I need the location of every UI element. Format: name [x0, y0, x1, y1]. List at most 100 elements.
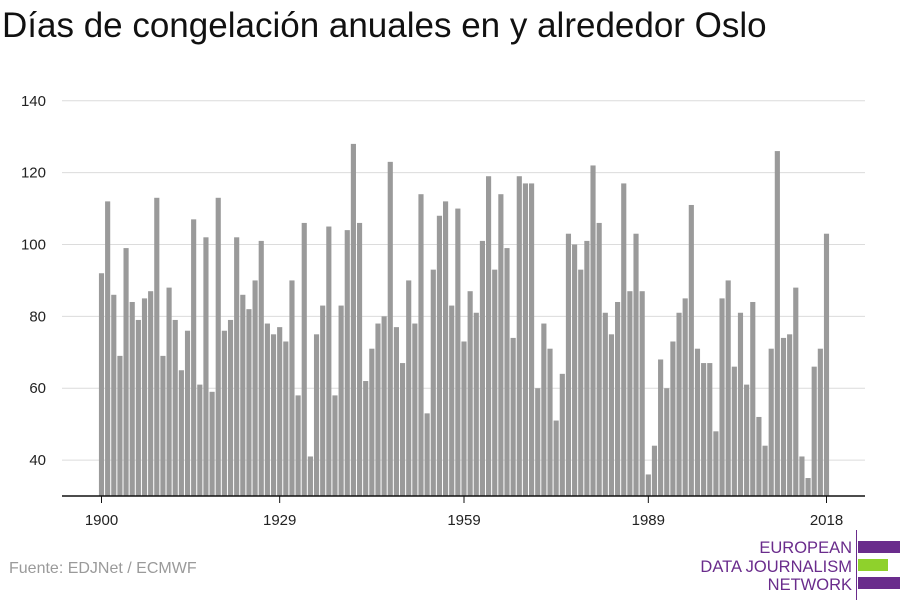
bar-1974 [553, 420, 559, 496]
y-tick-label-100: 100 [21, 236, 46, 253]
bar-1950 [406, 280, 412, 496]
bar-1986 [627, 291, 633, 496]
x-tick-label-1959: 1959 [447, 512, 480, 529]
bar-1994 [676, 312, 682, 496]
bar-1951 [412, 323, 418, 496]
bar-1943 [363, 381, 369, 496]
bar-1977 [572, 244, 578, 496]
bar-1944 [369, 348, 375, 496]
bar-1990 [651, 445, 658, 496]
bar-1932 [295, 395, 301, 496]
bar-1961 [473, 312, 479, 496]
bar-2006 [750, 301, 756, 496]
bar-2010 [774, 151, 780, 496]
bar-1983 [608, 334, 615, 496]
bar-1918 [209, 391, 215, 496]
bar-1907 [141, 298, 148, 496]
logo-bar-bottom [858, 577, 900, 589]
bar-2008 [762, 445, 768, 496]
bar-1963 [486, 176, 492, 496]
bar-1996 [688, 204, 694, 496]
bar-1910 [160, 355, 166, 496]
bar-1953 [424, 413, 430, 496]
bar-1912 [172, 319, 178, 496]
bar-1946 [381, 316, 387, 496]
source-note: Fuente: EDJNet / ECMWF [9, 560, 197, 577]
bar-1945 [375, 323, 381, 496]
bar-1911 [166, 287, 172, 496]
bar-1976 [565, 233, 572, 497]
x-tick-label-2018: 2018 [810, 512, 843, 529]
bar-1980 [590, 165, 596, 496]
bar-1982 [602, 312, 608, 496]
bar-1987 [633, 233, 639, 497]
bar-1904 [123, 248, 129, 496]
bar-1920 [221, 330, 227, 496]
bar-1962 [479, 240, 486, 496]
bar-2002 [725, 280, 731, 496]
logo-bar-middle [858, 559, 888, 571]
bar-1949 [399, 363, 406, 496]
bar-1914 [184, 330, 191, 496]
bar-1967 [510, 337, 516, 496]
logo-divider [856, 530, 857, 600]
bar-1900 [98, 273, 105, 496]
bar-2009 [768, 348, 774, 496]
y-tick-label-80: 80 [29, 308, 46, 325]
x-tick-label-1929: 1929 [263, 512, 296, 529]
bar-2000 [713, 431, 719, 496]
x-axis-ticks: 1900 1929 1959 1989 2018 [85, 496, 843, 529]
bar-1978 [578, 269, 584, 496]
bar-1959 [461, 341, 467, 496]
bar-1905 [129, 301, 135, 496]
bar-1995 [682, 298, 688, 496]
chart-title: Días de congelación anuales en y alreded… [2, 6, 767, 45]
bar-1954 [430, 269, 436, 496]
bar-2013 [793, 287, 799, 496]
bar-1906 [135, 319, 141, 496]
bar-1971 [535, 388, 541, 496]
bar-2004 [737, 312, 744, 496]
bar-1958 [455, 208, 461, 496]
bar-1968 [516, 176, 522, 496]
bar-2003 [731, 366, 737, 496]
edjnet-logo: EUROPEAN DATA JOURNALISM NETWORK [700, 530, 900, 600]
bar-1964 [492, 269, 498, 496]
y-tick-label-40: 40 [29, 452, 46, 469]
bar-1992 [664, 388, 670, 496]
bar-1937 [326, 226, 332, 496]
bar-1922 [234, 237, 240, 496]
logo-line-network: NETWORK [767, 576, 852, 594]
bar-1919 [215, 197, 221, 497]
bar-1975 [559, 373, 565, 496]
y-tick-label-60: 60 [29, 380, 46, 397]
bar-1972 [541, 323, 547, 496]
bar-1934 [307, 456, 313, 496]
bar-1915 [191, 219, 197, 496]
bar-1916 [197, 384, 203, 496]
x-tick-label-1900: 1900 [85, 512, 118, 529]
bar-1924 [246, 309, 252, 496]
bar-1929 [277, 327, 283, 496]
bar-1903 [117, 355, 123, 496]
logo-bar-top [858, 541, 900, 553]
bar-2005 [744, 384, 750, 496]
bar-1931 [289, 280, 295, 496]
bar-1955 [436, 215, 442, 497]
bar-1913 [178, 370, 184, 496]
bar-1921 [227, 319, 234, 496]
bar-1952 [418, 194, 424, 496]
x-tick-label-1989: 1989 [632, 512, 665, 529]
bar-1927 [264, 323, 270, 496]
bar-1935 [313, 334, 320, 496]
bar-1979 [584, 240, 590, 496]
bar-1930 [283, 341, 289, 496]
bar-1973 [547, 348, 553, 496]
bar-1901 [105, 201, 111, 496]
bar-2011 [780, 337, 787, 496]
bar-1998 [701, 363, 707, 496]
bar-1908 [148, 291, 154, 496]
bar-1923 [240, 294, 246, 496]
bar-2007 [756, 416, 762, 496]
